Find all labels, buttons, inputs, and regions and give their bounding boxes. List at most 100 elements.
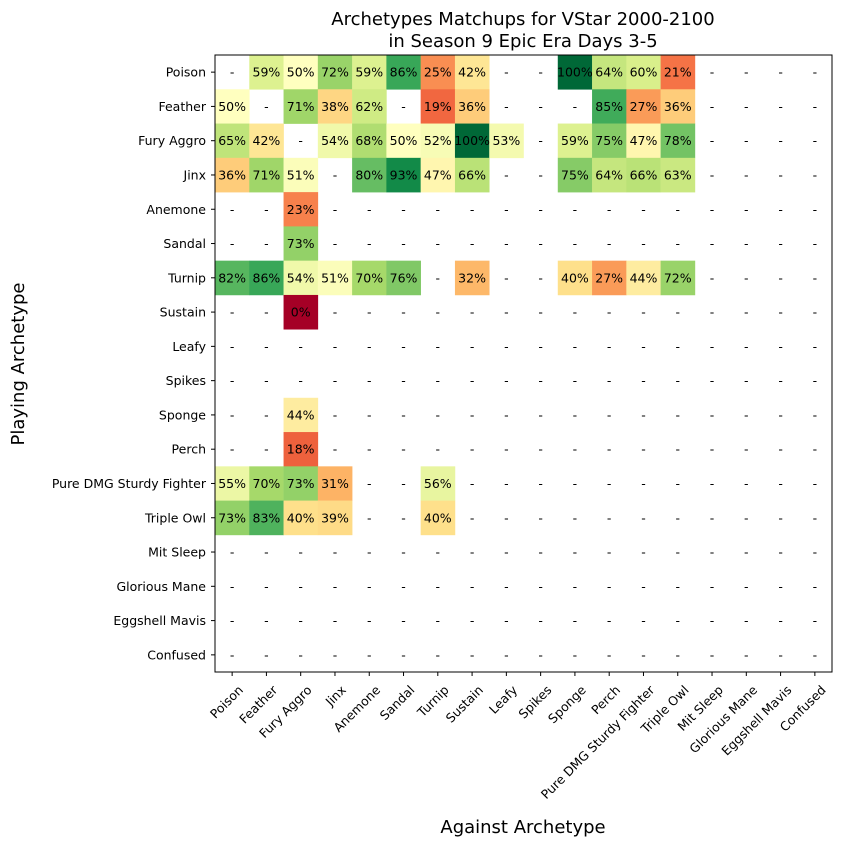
cell-empty-label: - [333,545,338,560]
cell-value-label: 71% [287,99,315,114]
cell-empty-label: - [675,510,680,525]
cell-empty-label: - [401,579,406,594]
cell-empty-label: - [333,339,338,354]
cell-empty-label: - [538,202,543,217]
cell-value-label: 19% [424,99,452,114]
cell-empty-label: - [744,202,749,217]
cell-value-label: 59% [561,133,589,148]
heatmap-cell [592,123,627,159]
cell-empty-label: - [778,407,783,422]
cell-empty-label: - [675,476,680,491]
cell-empty-label: - [264,202,269,217]
cell-empty-label: - [436,613,441,628]
cell-value-label: 60% [630,65,658,80]
cell-empty-label: - [607,510,612,525]
cell-value-label: 42% [458,65,486,80]
y-tick-label: Poison [166,65,206,80]
cell-empty-label: - [504,647,509,662]
cell-empty-label: - [744,579,749,594]
cell-empty-label: - [230,305,235,320]
cell-empty-label: - [710,442,715,457]
cell-empty-label: - [401,339,406,354]
cell-empty-label: - [298,647,303,662]
cell-empty-label: - [230,236,235,251]
heatmap-cell [283,466,319,501]
cell-empty-label: - [333,407,338,422]
cell-value-label: 75% [561,167,589,182]
x-axis-label: Against Archetype [440,817,605,838]
y-tick-label: Turnip [167,270,206,285]
cell-empty-label: - [778,202,783,217]
cell-empty-label: - [573,545,578,560]
cell-empty-label: - [607,476,612,491]
cell-empty-label: - [504,236,509,251]
cell-empty-label: - [744,99,749,114]
cell-empty-label: - [504,339,509,354]
cell-value-label: 47% [424,167,452,182]
cell-empty-label: - [573,647,578,662]
heatmap-cell [283,397,319,433]
heatmap-cell [283,432,319,467]
heatmap-cell [215,89,250,124]
cell-empty-label: - [401,613,406,628]
heatmap-cell [283,89,319,124]
cell-value-label: 56% [424,476,452,491]
heatmap-cell [352,157,387,193]
cell-empty-label: - [710,99,715,114]
cell-value-label: 47% [630,133,658,148]
cell-empty-label: - [813,647,818,662]
cell-empty-label: - [607,339,612,354]
heatmap-cell [454,55,490,90]
cell-empty-label: - [436,305,441,320]
cell-value-label: 0% [291,305,311,320]
cell-empty-label: - [264,99,269,114]
x-tick-label: Jinx [322,682,349,709]
heatmap-cell [420,466,456,501]
cell-empty-label: - [778,476,783,491]
cell-empty-label: - [778,167,783,182]
cell-empty-label: - [641,510,646,525]
cell-empty-label: - [367,510,372,525]
cell-value-label: 76% [390,270,418,285]
cell-empty-label: - [813,99,818,114]
cell-empty-label: - [778,373,783,388]
cell-empty-label: - [744,407,749,422]
cell-empty-label: - [573,476,578,491]
cell-empty-label: - [744,65,749,80]
cell-empty-label: - [230,613,235,628]
cell-value-label: 59% [253,65,281,80]
cell-value-label: 73% [218,510,246,525]
heatmap-cell [626,55,661,90]
heatmap-cell [249,55,284,90]
cell-empty-label: - [401,99,406,114]
cell-empty-label: - [538,407,543,422]
cell-empty-label: - [504,373,509,388]
heatmap-cell [557,123,593,159]
cell-empty-label: - [264,407,269,422]
cell-value-label: 66% [458,167,486,182]
cell-empty-label: - [641,545,646,560]
cell-empty-label: - [504,545,509,560]
cell-empty-label: - [641,305,646,320]
cell-empty-label: - [813,442,818,457]
cell-empty-label: - [504,167,509,182]
cell-empty-label: - [573,579,578,594]
cell-empty-label: - [367,407,372,422]
heatmap-cell [592,55,627,90]
cell-value-label: 25% [424,65,452,80]
cell-empty-label: - [230,647,235,662]
cell-empty-label: - [710,65,715,80]
cell-empty-label: - [675,373,680,388]
cell-empty-label: - [298,579,303,594]
cell-empty-label: - [710,202,715,217]
cell-empty-label: - [675,305,680,320]
y-tick-label: Sustain [160,305,206,320]
cell-empty-label: - [675,236,680,251]
heatmap-cell [317,500,353,536]
heatmap-cell [352,123,387,159]
y-tick-label: Confused [147,647,206,662]
heatmap-cell [352,55,387,90]
cell-empty-label: - [436,545,441,560]
